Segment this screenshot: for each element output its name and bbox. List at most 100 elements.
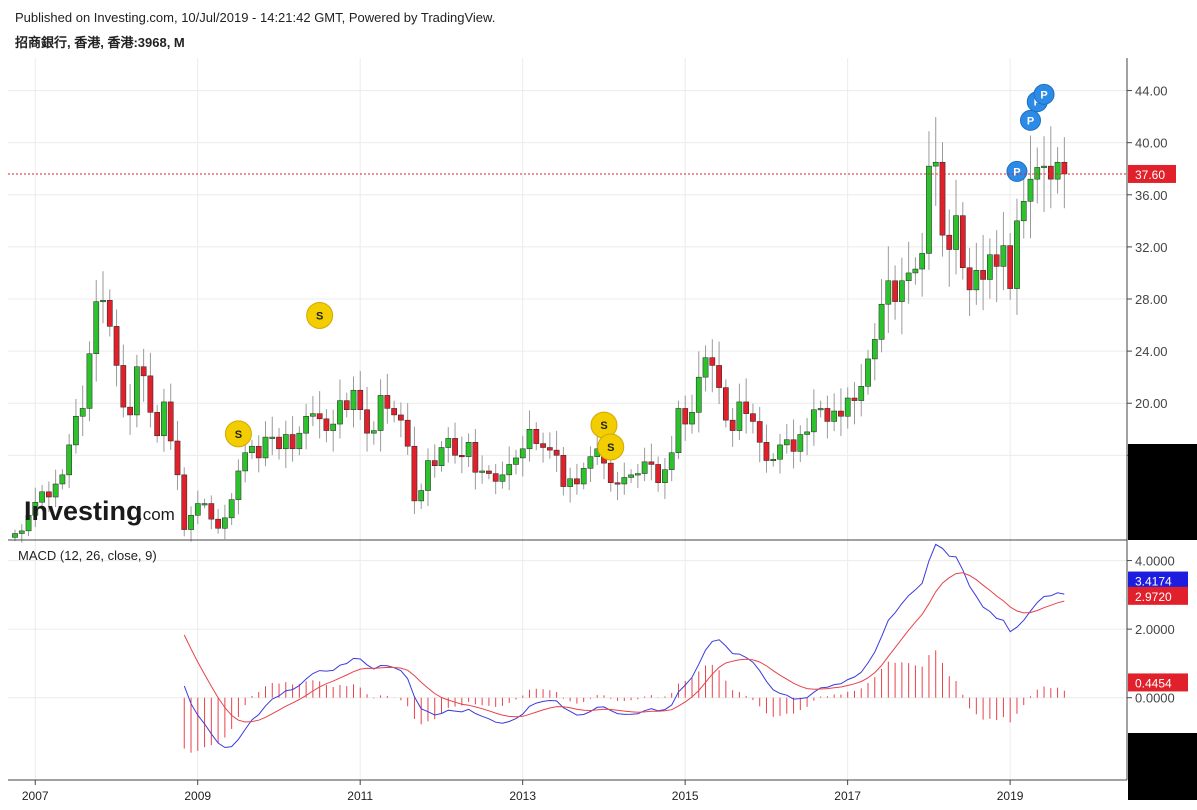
up-candle xyxy=(689,412,695,425)
up-candle xyxy=(425,460,431,491)
up-candle xyxy=(188,514,194,530)
signal-value-tag-label: 2.9720 xyxy=(1135,590,1172,604)
macd-tick-label: 2.0000 xyxy=(1135,622,1175,637)
down-candle xyxy=(106,300,113,327)
up-candle xyxy=(262,436,269,459)
sell-marker-label: S xyxy=(607,442,614,454)
down-candle xyxy=(364,409,370,434)
up-candle xyxy=(330,423,337,431)
down-candle xyxy=(546,447,553,451)
up-candle xyxy=(899,280,905,302)
up-candle xyxy=(194,503,201,516)
down-candle xyxy=(316,413,323,420)
down-candle xyxy=(959,215,966,268)
up-candle xyxy=(858,386,865,401)
up-candle xyxy=(587,456,594,469)
up-candle xyxy=(222,517,228,529)
p-marker xyxy=(1020,109,1041,131)
up-candle xyxy=(905,272,912,282)
up-candle xyxy=(310,413,316,417)
down-candle xyxy=(289,434,296,450)
p-marker xyxy=(1006,160,1028,182)
up-candle xyxy=(831,410,838,422)
down-candle xyxy=(993,254,1000,267)
up-candle xyxy=(25,514,32,532)
down-candle xyxy=(486,470,492,474)
up-candle xyxy=(506,464,513,476)
macd-tick-label: 4.0000 xyxy=(1135,554,1175,569)
scale-block xyxy=(1128,444,1197,540)
up-candle xyxy=(161,401,167,437)
up-candle xyxy=(987,254,993,280)
price-tick-label: 44.00 xyxy=(1135,84,1168,99)
candlestick-series xyxy=(12,117,1068,543)
up-candle xyxy=(66,444,73,476)
price-tick-label: 24.00 xyxy=(1135,344,1168,359)
up-candle xyxy=(445,438,452,448)
up-candle xyxy=(1000,245,1007,267)
down-candle xyxy=(939,161,946,236)
down-candle xyxy=(709,357,716,366)
up-candle xyxy=(662,469,668,483)
down-candle xyxy=(648,461,655,465)
up-candle xyxy=(1020,201,1027,222)
down-candle xyxy=(215,518,221,529)
logo-text: Investing xyxy=(24,496,143,526)
price-tick-label: 40.00 xyxy=(1135,136,1168,151)
down-candle xyxy=(756,421,763,443)
down-candle xyxy=(553,449,560,456)
up-candle xyxy=(736,401,743,431)
up-candle xyxy=(668,452,675,470)
up-candle xyxy=(526,429,533,450)
up-candle xyxy=(634,473,641,476)
down-candle xyxy=(560,455,567,487)
down-candle xyxy=(655,464,661,483)
down-candle xyxy=(472,442,479,473)
down-candle xyxy=(120,365,127,408)
x-tick-label: 2017 xyxy=(834,789,861,803)
down-candle xyxy=(127,406,133,416)
p-marker-label: P xyxy=(1027,115,1034,127)
up-candle xyxy=(871,339,878,360)
p-marker xyxy=(1033,83,1055,105)
up-candle xyxy=(296,432,303,450)
x-tick-label: 2019 xyxy=(997,789,1024,803)
sell-marker-label: S xyxy=(235,429,242,441)
down-candle xyxy=(824,408,831,422)
price-tick-label: 36.00 xyxy=(1135,188,1168,203)
up-candle xyxy=(519,448,526,459)
down-candle xyxy=(384,395,391,409)
up-candle xyxy=(18,530,25,534)
symbol-title: 招商銀行, 香港, 香港:3968, M xyxy=(15,35,185,50)
up-candle xyxy=(235,470,242,500)
up-candle xyxy=(1054,161,1061,180)
up-candle xyxy=(1034,167,1041,180)
p-marker-label: P xyxy=(1034,97,1041,109)
up-candle xyxy=(695,376,702,413)
down-candle xyxy=(391,408,397,416)
down-candle xyxy=(174,440,181,476)
grid-lines xyxy=(8,58,1127,780)
down-candle xyxy=(533,429,540,444)
up-candle xyxy=(134,366,140,416)
up-candle xyxy=(39,491,45,503)
sell-marker xyxy=(306,301,334,329)
last-price-tag xyxy=(1128,164,1176,183)
up-candle xyxy=(79,408,86,417)
signal-line xyxy=(183,572,1065,723)
up-candle xyxy=(52,483,59,498)
down-candle xyxy=(838,410,844,417)
down-candle xyxy=(411,445,418,502)
up-candle xyxy=(628,474,634,478)
up-candle xyxy=(1014,220,1020,289)
down-candle xyxy=(113,326,120,366)
macd-tick-label: 0.0000 xyxy=(1135,691,1175,706)
up-candle xyxy=(377,395,384,431)
down-candle xyxy=(607,462,614,483)
published-info: Published on Investing.com, 10/Jul/2019 … xyxy=(15,10,496,25)
up-candle xyxy=(418,490,425,502)
up-candle xyxy=(201,503,208,506)
up-candle xyxy=(621,477,628,485)
up-candle xyxy=(804,431,810,435)
